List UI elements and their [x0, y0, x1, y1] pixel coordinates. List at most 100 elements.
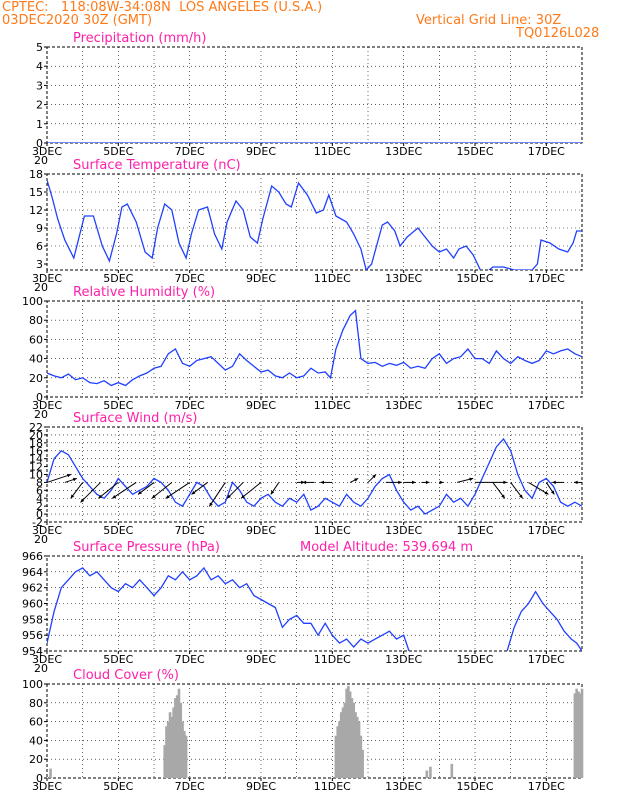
wind-xtick-label: 3DEC: [32, 524, 62, 537]
rh-xtick-label: 7DEC: [175, 399, 205, 412]
cloud-bar: [361, 749, 364, 778]
wind-title: Surface Wind (m/s): [73, 411, 197, 426]
cloud-bar: [181, 721, 184, 778]
cloud-bar: [338, 721, 341, 778]
cloud-xtick-label: 11DEC: [314, 780, 351, 793]
pressure-xtick-sub: 20: [34, 662, 48, 675]
wind-ytick-label: 10: [29, 469, 43, 482]
cloud-bar: [352, 702, 356, 778]
temp-xtick-sub: 20: [34, 281, 48, 294]
pressure-xtick-label: 7DEC: [175, 653, 205, 666]
pressure-xtick-label: 15DEC: [456, 653, 493, 666]
cloud-bar: [184, 735, 188, 778]
cloud-bar: [343, 702, 347, 778]
cloud-bar: [357, 721, 361, 778]
rh-ytick-label: 100: [22, 295, 43, 308]
wind-vector-head: [191, 490, 196, 495]
temp-ytick-label: 3: [36, 258, 43, 271]
rh-ytick-label: 20: [29, 372, 43, 385]
temp-series-line: [47, 179, 582, 270]
wind-vector: [208, 482, 226, 507]
rh-xtick-label: 17DEC: [528, 399, 565, 412]
wind-xtick-label: 13DEC: [385, 524, 422, 537]
cloud-frame: [46, 683, 583, 779]
rh-xtick-label: 11DEC: [314, 399, 351, 412]
rh-xtick-label: 3DEC: [32, 399, 62, 412]
precip-ytick-label: 0: [36, 137, 43, 150]
wind-ytick-label: 14: [29, 453, 43, 466]
precip-xtick-label: 11DEC: [314, 145, 351, 158]
temp-xtick-label: 11DEC: [314, 272, 351, 285]
wind-ytick-label: 4: [36, 492, 43, 505]
wind-vector-head: [151, 494, 156, 499]
wind-ytick-label: 20: [29, 429, 43, 442]
pressure-annotation: Model Altitude: 539.694 m: [300, 540, 473, 555]
wind-vector-head: [425, 480, 430, 485]
cloud-ytick-label: 60: [29, 716, 43, 729]
rh-ytick-label: 80: [29, 314, 43, 327]
wind-xtick-label: 11DEC: [314, 524, 351, 537]
wind-vector-head: [227, 494, 231, 499]
precip-xtick-label: 3DEC: [32, 145, 62, 158]
header-grid-line: Vertical Grid Line: 30Z: [416, 13, 562, 28]
pressure-ytick-label: 956: [22, 629, 43, 642]
wind-frame: [46, 426, 583, 523]
cloud-bar: [172, 707, 175, 778]
temp-title: Surface Temperature (nC): [73, 158, 241, 173]
wind-vector-head: [544, 491, 549, 495]
cloud-xtick-label: 7DEC: [175, 780, 205, 793]
wind-xtick-label: 15DEC: [456, 524, 493, 537]
wind-vector: [98, 482, 119, 499]
cloud-title: Cloud Cover (%): [73, 668, 179, 683]
cloud-bar: [359, 735, 363, 778]
wind-vector: [151, 482, 173, 499]
rh-xtick-label: 15DEC: [456, 399, 493, 412]
pressure-ytick-label: 960: [22, 598, 43, 611]
temp-xtick-label: 15DEC: [456, 272, 493, 285]
precip-frame: [46, 46, 583, 144]
precip-xtick-label: 5DEC: [103, 145, 133, 158]
temp-xtick-label: 13DEC: [385, 272, 422, 285]
temp-ytick-label: 6: [36, 240, 43, 253]
wind-ytick-label: 12: [29, 461, 43, 474]
cloud-xtick-label: 15DEC: [456, 780, 493, 793]
pressure-series-line: [47, 566, 582, 651]
pressure-ytick-label: 958: [22, 613, 43, 626]
wind-vector-head: [574, 480, 578, 485]
wind-vector: [240, 482, 262, 499]
cloud-ytick-label: 80: [29, 697, 43, 710]
precip-xtick-label: 9DEC: [246, 145, 276, 158]
pressure-xtick-label: 11DEC: [314, 653, 351, 666]
wind-vector: [226, 482, 244, 499]
wind-vector-head: [354, 478, 359, 482]
wind-vector-head: [165, 494, 170, 499]
wind-vector-head: [209, 502, 213, 507]
precip-xtick-label: 13DEC: [385, 145, 422, 158]
rh-xtick-sub: 20: [34, 408, 48, 421]
cloud-bar: [183, 731, 186, 778]
temp-xtick-label: 17DEC: [528, 272, 565, 285]
wind-vector-head: [519, 494, 523, 499]
wind-vector-head: [552, 480, 556, 485]
wind-vector-head: [70, 494, 75, 499]
cloud-bar: [336, 726, 339, 778]
wind-vector-head: [72, 477, 77, 482]
wind-xtick-label: 5DEC: [103, 524, 133, 537]
pressure-xtick-label: 3DEC: [32, 653, 62, 666]
cloud-ytick-label: 20: [29, 753, 43, 766]
cloud-bar: [166, 721, 170, 778]
wind-vector-head: [439, 480, 444, 485]
wind-xtick-label: 7DEC: [175, 524, 205, 537]
cloud-bar: [165, 726, 168, 778]
cloud-bar: [179, 702, 183, 778]
wind-ytick-label: 22: [29, 421, 43, 434]
wind-vector-head: [138, 490, 142, 495]
wind-vector: [165, 482, 190, 499]
wind-xtick-label: 9DEC: [246, 524, 276, 537]
cloud-bar: [578, 693, 582, 778]
cloud-xtick-label: 5DEC: [103, 780, 133, 793]
pressure-xtick-label: 5DEC: [103, 653, 133, 666]
wind-xtick-label: 17DEC: [528, 524, 565, 537]
wind-vector-head: [501, 494, 505, 499]
